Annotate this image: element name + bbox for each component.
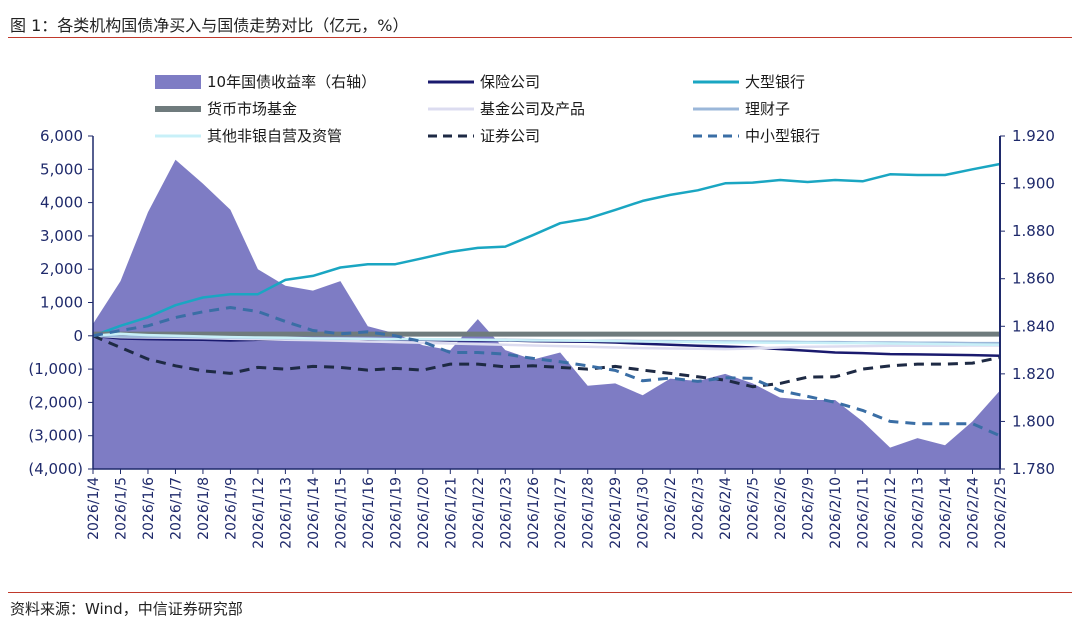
series-4-line: [92, 334, 1000, 351]
x-tick-label: 2026/1/28: [581, 477, 597, 549]
x-tick-label: 2026/2/11: [856, 477, 872, 549]
legend-label: 10年国债收益率（右轴）: [207, 73, 376, 91]
x-tick-label: 2026/2/10: [828, 477, 844, 549]
title-rule: [8, 37, 1072, 38]
right-tick-label: 1.920: [1012, 127, 1055, 145]
x-tick-label: 2026/2/3: [691, 477, 707, 540]
area-layer: [93, 159, 1000, 470]
line-layer: [92, 162, 1001, 438]
x-tick-label: 2026/1/21: [443, 477, 459, 549]
left-tick-label: (3,000): [28, 427, 83, 445]
legend-item-3: 货币市场基金: [155, 100, 297, 118]
left-tick-label: 3,000: [40, 227, 83, 245]
legend-label: 大型银行: [745, 73, 805, 91]
x-tick-label: 2026/1/14: [306, 477, 322, 549]
x-tick-label: 2026/2/6: [773, 477, 789, 540]
x-tick-label: 2026/2/2: [663, 477, 679, 540]
legend-item-2: 大型银行: [693, 73, 805, 91]
x-tick-label: 2026/1/6: [141, 477, 157, 540]
legend-label: 理财子: [745, 100, 790, 118]
legend-item-1: 保险公司: [428, 73, 540, 91]
left-tick-label: 6,000: [40, 127, 83, 145]
legend-label: 保险公司: [480, 73, 540, 91]
right-tick-label: 1.860: [1012, 270, 1055, 288]
legend-item-4: 基金公司及产品: [428, 100, 585, 118]
legend-item-7: 证券公司: [428, 127, 540, 145]
x-tick-label: 2026/1/30: [636, 477, 652, 549]
x-tick-label: 2026/1/27: [553, 477, 569, 549]
footer-rule: [8, 592, 1072, 593]
left-tick-label: 1,000: [40, 294, 83, 312]
x-tick-label: 2026/2/25: [993, 477, 1009, 549]
legend-item-0: 10年国债收益率（右轴）: [155, 73, 376, 91]
axis-layer: 6,000 5,000 4,000 3,000 2,000 1,000 0 (1,000) (2…: [28, 127, 1055, 549]
x-tick-label: 2026/1/15: [333, 477, 349, 549]
legend-item-8: 中小型银行: [693, 127, 820, 145]
x-tick-label: 2026/1/5: [113, 477, 129, 540]
right-tick-label: 1.900: [1012, 175, 1055, 193]
legend-swatch: [155, 75, 201, 89]
x-tick-label: 2026/2/12: [883, 477, 899, 549]
series-7-line: [92, 334, 1001, 389]
legend-label: 货币市场基金: [207, 100, 297, 118]
x-tick-label: 2026/1/22: [471, 477, 487, 549]
x-tick-label: 2026/1/20: [416, 477, 432, 549]
x-tick-label: 2026/1/29: [608, 477, 624, 549]
x-tick-label: 2026/1/19: [388, 477, 404, 549]
legend-label: 其他非银自营及资管: [207, 127, 342, 145]
x-tick-label: 2026/1/13: [278, 477, 294, 549]
right-tick-label: 1.800: [1012, 412, 1055, 430]
legend-label: 证券公司: [480, 127, 540, 145]
x-tick-label: 2026/2/9: [801, 477, 817, 540]
x-tick-label: 2026/2/24: [966, 477, 982, 549]
right-tick-label: 1.780: [1012, 460, 1055, 478]
left-tick-label: 5,000: [40, 160, 83, 178]
right-tick-label: 1.820: [1012, 365, 1055, 383]
series-8-line: [92, 306, 1001, 438]
x-tick-label: 2026/2/4: [718, 477, 734, 540]
chart-title: 图 1：各类机构国债净买入与国债走势对比（亿元，%）: [10, 16, 409, 35]
yield-area: [93, 159, 1000, 470]
legend-label: 中小型银行: [745, 127, 820, 145]
series-6-line: [92, 332, 1001, 347]
chart-svg: 6,000 5,000 4,000 3,000 2,000 1,000 0 (1,000) (2…: [28, 73, 1055, 549]
left-tick-label: 2,000: [40, 260, 83, 278]
x-tick-label: 2026/2/13: [911, 477, 927, 549]
x-tick-label: 2026/2/5: [746, 477, 762, 540]
x-tick-label: 2026/1/7: [168, 477, 184, 540]
x-tick-label: 2026/1/12: [251, 477, 267, 549]
x-tick-label: 2026/1/8: [196, 477, 212, 540]
left-tick-label: (1,000): [28, 360, 83, 378]
left-tick-label: (2,000): [28, 393, 83, 411]
source-note: 资料来源：Wind，中信证券研究部: [10, 600, 243, 618]
chart-title-bar: 图 1：各类机构国债净买入与国债走势对比（亿元，%）: [8, 6, 1072, 38]
left-tick-label: (4,000): [28, 460, 83, 478]
legend-item-6: 其他非银自营及资管: [155, 127, 342, 145]
x-tick-label: 2026/1/4: [86, 477, 102, 540]
x-tick-label: 2026/1/9: [223, 477, 239, 540]
x-tick-label: 2026/1/23: [498, 477, 514, 549]
series-2-line: [92, 162, 1001, 337]
x-tick-label: 2026/1/26: [526, 477, 542, 549]
legend-item-5: 理财子: [693, 100, 790, 118]
left-tick-label: 4,000: [40, 194, 83, 212]
left-tick-label: 0: [73, 327, 83, 345]
legend-label: 基金公司及产品: [480, 100, 585, 118]
right-tick-label: 1.880: [1012, 222, 1055, 240]
right-tick-label: 1.840: [1012, 317, 1055, 335]
x-tick-label: 2026/2/14: [938, 477, 954, 549]
x-tick-label: 2026/1/16: [361, 477, 377, 549]
